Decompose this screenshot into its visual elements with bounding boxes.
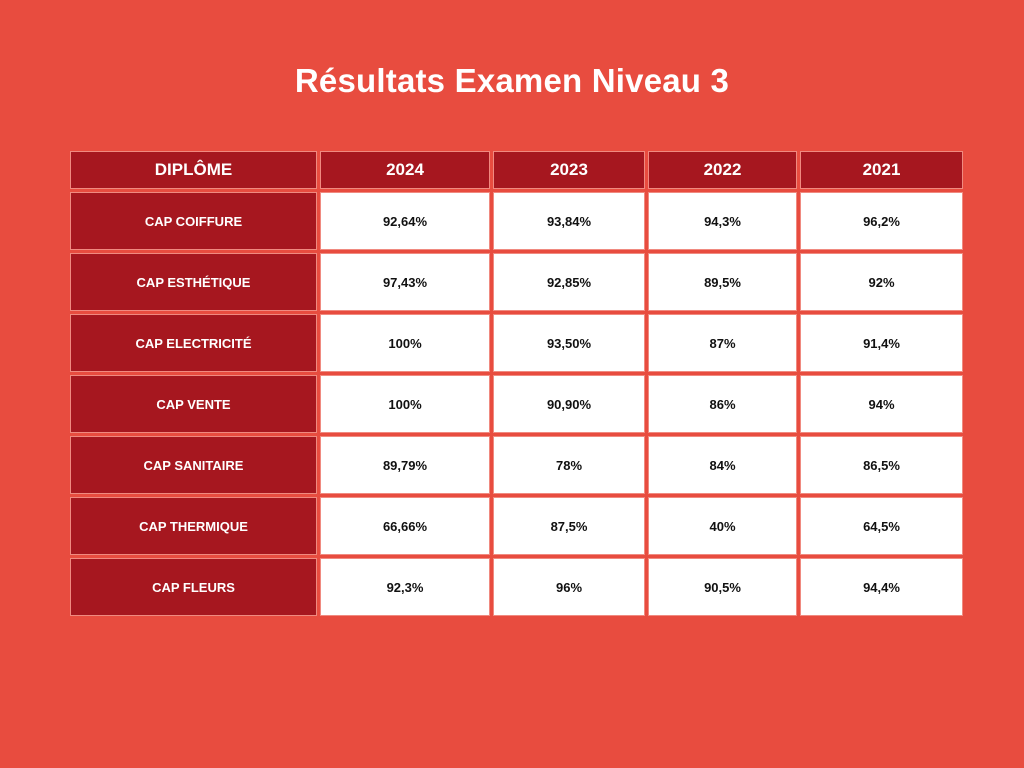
- table-cell: 97,43%: [320, 253, 490, 311]
- table-cell: 93,50%: [493, 314, 645, 372]
- table-row: CAP COIFFURE 92,64% 93,84% 94,3% 96,2%: [70, 192, 963, 250]
- row-label: CAP FLEURS: [70, 558, 317, 616]
- table-cell: 91,4%: [800, 314, 963, 372]
- table-row: CAP SANITAIRE 89,79% 78% 84% 86,5%: [70, 436, 963, 494]
- row-label: CAP ESTHÉTIQUE: [70, 253, 317, 311]
- column-header-2024: 2024: [320, 151, 490, 189]
- row-label: CAP ELECTRICITÉ: [70, 314, 317, 372]
- table-cell: 90,90%: [493, 375, 645, 433]
- table-cell: 64,5%: [800, 497, 963, 555]
- column-header-2023: 2023: [493, 151, 645, 189]
- table-cell: 92%: [800, 253, 963, 311]
- table-cell: 100%: [320, 314, 490, 372]
- table-cell: 96%: [493, 558, 645, 616]
- table-cell: 78%: [493, 436, 645, 494]
- table-cell: 86%: [648, 375, 797, 433]
- results-table: DIPLÔME 2024 2023 2022 2021 CAP COIFFURE…: [67, 148, 966, 619]
- table-cell: 86,5%: [800, 436, 963, 494]
- table-cell: 94%: [800, 375, 963, 433]
- row-label: CAP COIFFURE: [70, 192, 317, 250]
- page-title: Résultats Examen Niveau 3: [294, 62, 730, 99]
- table-cell: 87%: [648, 314, 797, 372]
- table-header-row: DIPLÔME 2024 2023 2022 2021: [70, 151, 963, 189]
- table-cell: 87,5%: [493, 497, 645, 555]
- table-cell: 92,64%: [320, 192, 490, 250]
- table-cell: 92,3%: [320, 558, 490, 616]
- table-row: CAP ELECTRICITÉ 100% 93,50% 87% 91,4%: [70, 314, 963, 372]
- table-cell: 89,79%: [320, 436, 490, 494]
- column-header-2021: 2021: [800, 151, 963, 189]
- column-header-2022: 2022: [648, 151, 797, 189]
- row-label: CAP SANITAIRE: [70, 436, 317, 494]
- table-cell: 94,4%: [800, 558, 963, 616]
- table-row: CAP ESTHÉTIQUE 97,43% 92,85% 89,5% 92%: [70, 253, 963, 311]
- table-cell: 66,66%: [320, 497, 490, 555]
- column-header-diplome: DIPLÔME: [70, 151, 317, 189]
- table-row: CAP VENTE 100% 90,90% 86% 94%: [70, 375, 963, 433]
- table-cell: 92,85%: [493, 253, 645, 311]
- table-cell: 90,5%: [648, 558, 797, 616]
- table-cell: 93,84%: [493, 192, 645, 250]
- table-cell: 89,5%: [648, 253, 797, 311]
- table-cell: 94,3%: [648, 192, 797, 250]
- table-cell: 84%: [648, 436, 797, 494]
- table-cell: 96,2%: [800, 192, 963, 250]
- table-cell: 100%: [320, 375, 490, 433]
- table-row: CAP THERMIQUE 66,66% 87,5% 40% 64,5%: [70, 497, 963, 555]
- row-label: CAP THERMIQUE: [70, 497, 317, 555]
- table-cell: 40%: [648, 497, 797, 555]
- row-label: CAP VENTE: [70, 375, 317, 433]
- table-row: CAP FLEURS 92,3% 96% 90,5% 94,4%: [70, 558, 963, 616]
